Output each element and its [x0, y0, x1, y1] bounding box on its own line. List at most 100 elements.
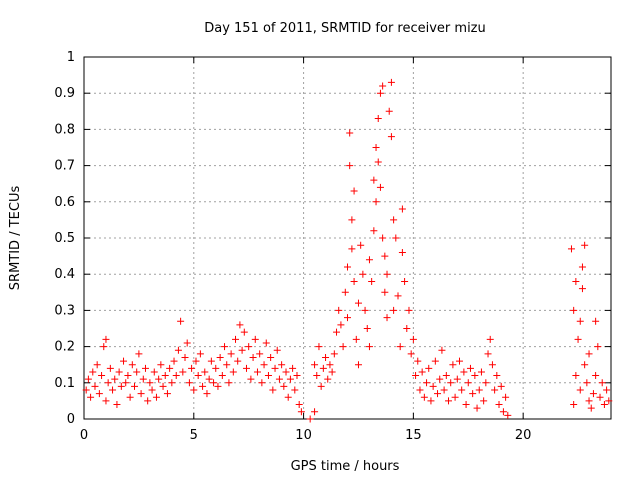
data-point — [447, 379, 455, 387]
data-point — [594, 343, 602, 351]
data-point — [317, 382, 325, 390]
data-point — [260, 361, 268, 369]
data-point — [339, 343, 347, 351]
data-point — [390, 216, 398, 224]
data-point — [357, 241, 365, 249]
data-point — [376, 89, 384, 97]
data-point — [466, 364, 474, 372]
data-point — [383, 270, 391, 278]
data-point — [585, 397, 593, 405]
data-point — [95, 390, 103, 398]
data-point — [286, 375, 294, 383]
data-point — [409, 335, 417, 343]
data-point — [333, 328, 341, 336]
data-point — [363, 325, 371, 332]
y-tick-label: 0.8 — [54, 122, 75, 137]
data-point — [418, 368, 426, 376]
data-point — [139, 375, 147, 383]
data-point — [120, 357, 128, 365]
data-point — [407, 350, 415, 358]
data-point — [203, 390, 211, 398]
data-point — [341, 288, 349, 296]
data-point — [196, 350, 204, 358]
data-point — [100, 343, 108, 351]
data-point — [350, 187, 358, 195]
data-point — [449, 361, 457, 369]
data-point — [190, 386, 198, 394]
data-point — [374, 115, 382, 123]
data-point — [390, 306, 398, 314]
data-point — [462, 401, 470, 409]
data-point — [168, 379, 176, 387]
data-point — [587, 404, 595, 412]
data-point — [429, 382, 437, 390]
y-tick-label: 0.7 — [54, 159, 75, 174]
data-point — [273, 346, 281, 354]
data-point — [177, 317, 185, 325]
data-point — [148, 386, 156, 394]
data-point — [135, 350, 143, 358]
data-point — [365, 343, 373, 351]
data-point — [383, 314, 391, 322]
data-point — [256, 350, 264, 358]
data-point — [188, 364, 196, 372]
data-point — [352, 335, 360, 343]
y-tick-label: 1 — [67, 50, 75, 65]
data-point — [311, 408, 319, 416]
data-point — [589, 390, 597, 398]
data-point — [453, 375, 461, 383]
data-point — [596, 393, 604, 401]
data-point — [403, 325, 411, 332]
data-point — [344, 263, 351, 271]
chart-title: Day 151 of 2011, SRMTID for receiver miz… — [204, 21, 486, 36]
data-point — [102, 335, 110, 343]
data-point — [240, 328, 248, 336]
data-point — [201, 368, 209, 376]
data-point — [473, 404, 481, 412]
data-point — [405, 306, 413, 314]
data-point — [425, 364, 433, 372]
x-tick-label: 20 — [515, 428, 532, 443]
data-point — [185, 379, 193, 387]
data-point — [234, 357, 242, 365]
data-point — [427, 397, 435, 405]
data-point — [385, 107, 393, 115]
data-point — [280, 382, 288, 390]
data-point — [570, 306, 578, 314]
grid-lines — [84, 57, 611, 419]
data-point — [247, 375, 255, 383]
data-point — [159, 382, 167, 390]
data-point — [161, 372, 169, 380]
data-point — [603, 386, 611, 394]
data-point — [289, 364, 297, 372]
data-point — [264, 372, 272, 380]
data-point — [387, 133, 395, 141]
data-point — [227, 350, 235, 358]
data-point — [84, 375, 92, 383]
data-point — [131, 382, 139, 390]
data-point — [328, 368, 336, 376]
data-point — [379, 234, 387, 242]
data-point — [484, 350, 492, 358]
data-point — [431, 357, 439, 365]
data-point — [322, 353, 330, 361]
data-point — [335, 306, 343, 314]
data-point — [144, 397, 152, 405]
data-point — [350, 277, 358, 285]
data-point — [585, 350, 593, 358]
data-point — [113, 401, 121, 409]
y-tick-label: 0.1 — [54, 376, 75, 391]
data-point — [576, 386, 584, 394]
data-point — [394, 292, 402, 300]
data-point — [491, 386, 499, 394]
data-point — [126, 393, 134, 401]
data-point — [493, 372, 501, 380]
data-point — [192, 357, 200, 365]
y-tick-label: 0.4 — [54, 267, 75, 282]
data-point — [374, 158, 382, 166]
data-point — [291, 386, 299, 394]
data-point — [278, 361, 286, 369]
data-point — [117, 382, 125, 390]
data-point — [297, 408, 305, 416]
